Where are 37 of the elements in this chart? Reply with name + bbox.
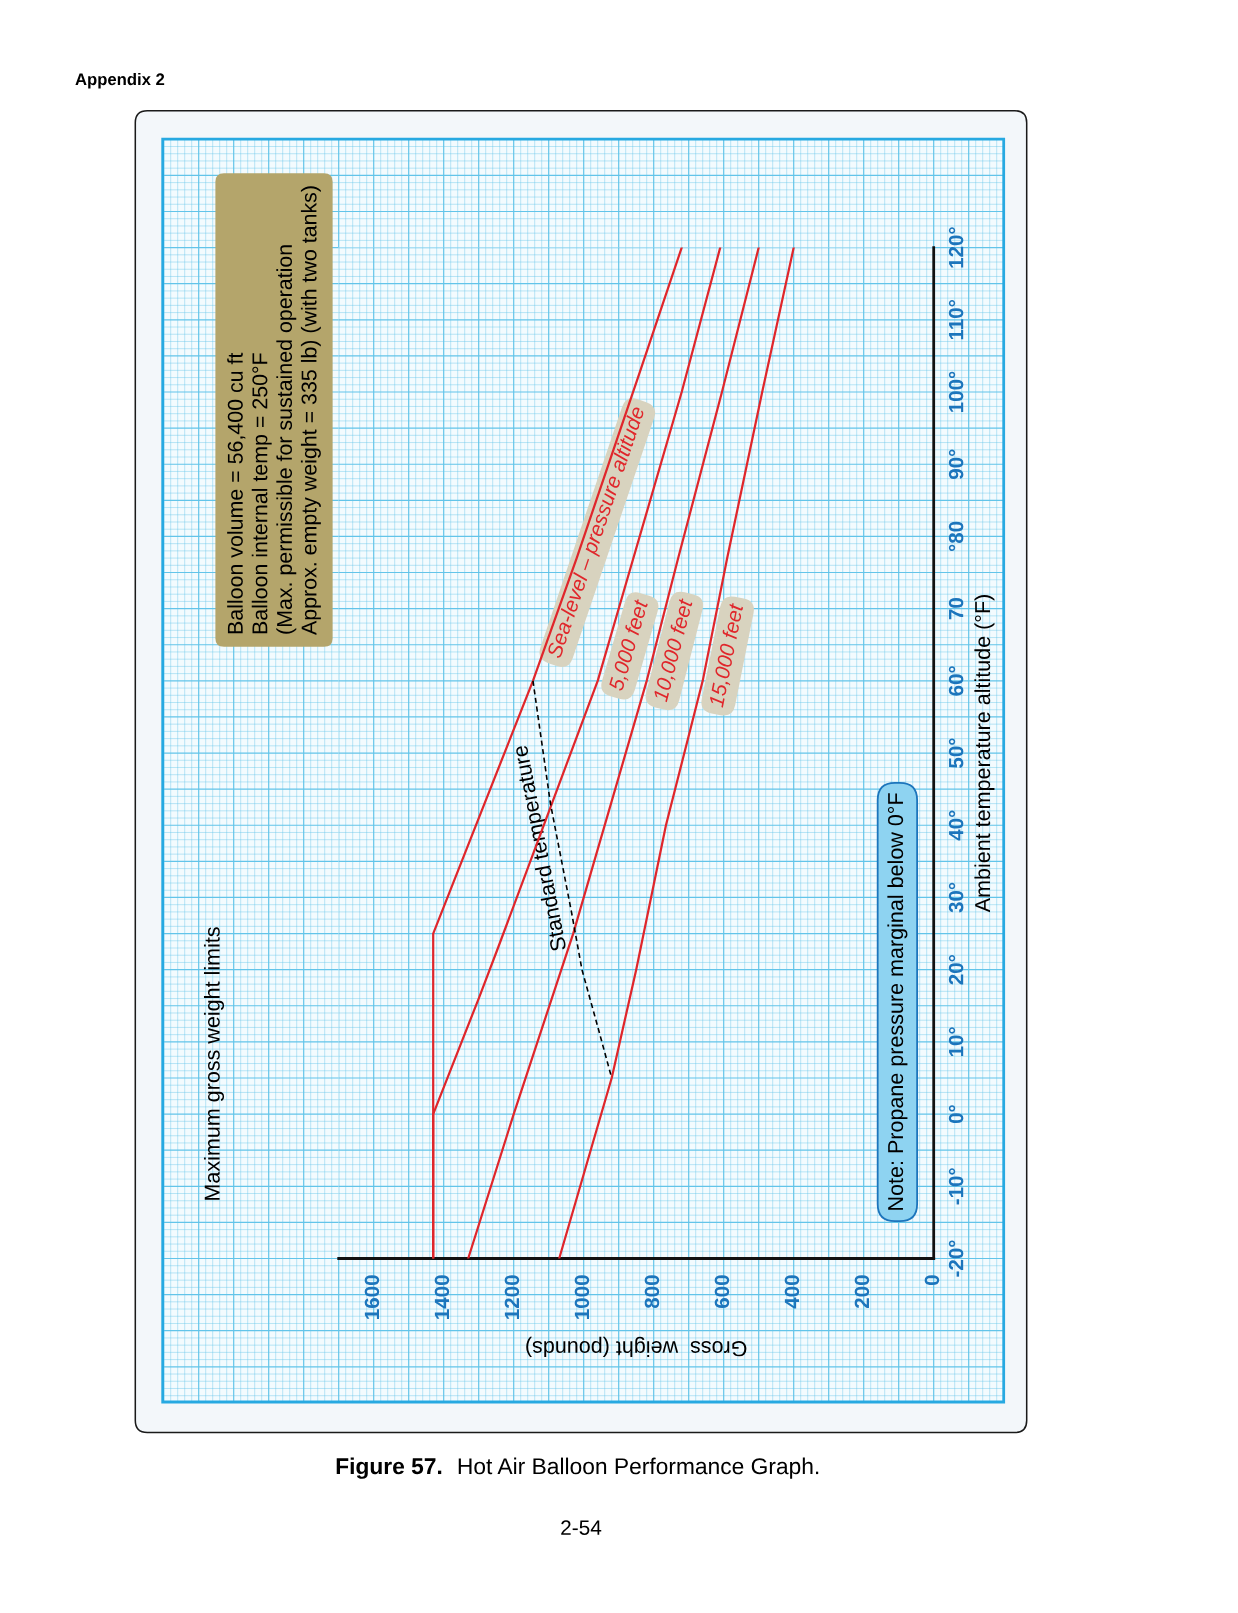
x-tick-label: 600 [714,1275,730,1309]
text: Standard temperature [511,744,571,952]
y-tick-label: 110° [948,300,964,340]
x-tick-label: 1600 [364,1275,380,1319]
y-tick-label: 20° [948,955,964,985]
text: Appendix 2 [75,72,165,89]
x-tick-label: 0 [924,1275,940,1286]
text: 2-54 [561,1520,602,1535]
x-tick-label: 800 [644,1275,660,1309]
y-tick-label: 60° [948,666,964,696]
y-tick-label: 30° [948,882,964,913]
text: 5,000 feet [607,597,651,693]
x-tick-label: 1200 [504,1275,520,1319]
x-axis-title: Gross weight (pounds) [526,1336,747,1357]
y-tick-label: 100° [948,371,964,412]
annotation: Note: Propane pressure marginal below 0°F [887,793,908,1210]
y-tick-label: °80 [948,521,964,552]
y-tick-label: -20° [948,1240,964,1277]
y-tick-label: -10° [948,1168,964,1205]
y-tick-label: 40° [948,810,964,841]
text: Hot Air Balloon Performance Graph. [458,1457,819,1479]
text: Maximum gross weight limits [203,927,225,1200]
y-tick-label: 10° [948,1027,964,1057]
text: 10,000 feet [652,597,696,703]
text: Balloon volume = 56,400 cu ft Balloon internal temp = 250°F (Max. permissible for sustained operation Approx. empty weight = 335 lb) (with two tanks) [227,186,321,635]
x-tick-label: 400 [784,1275,800,1309]
x-tick-label: 1000 [574,1275,590,1319]
text: 15,000 feet [708,602,746,709]
y-tick-label: 120° [948,227,964,268]
y-tick-label: 70 [948,598,964,620]
x-tick-label: 200 [854,1275,870,1309]
y-tick-label: 90° [948,449,964,480]
y-tick-label: 50° [948,738,964,768]
y-axis-title: Ambient temperature altitude (°F) [974,595,995,913]
x-tick-label: 1400 [434,1275,450,1319]
caption: Figure 57. [336,1457,442,1479]
y-tick-label: 0° [948,1105,964,1124]
